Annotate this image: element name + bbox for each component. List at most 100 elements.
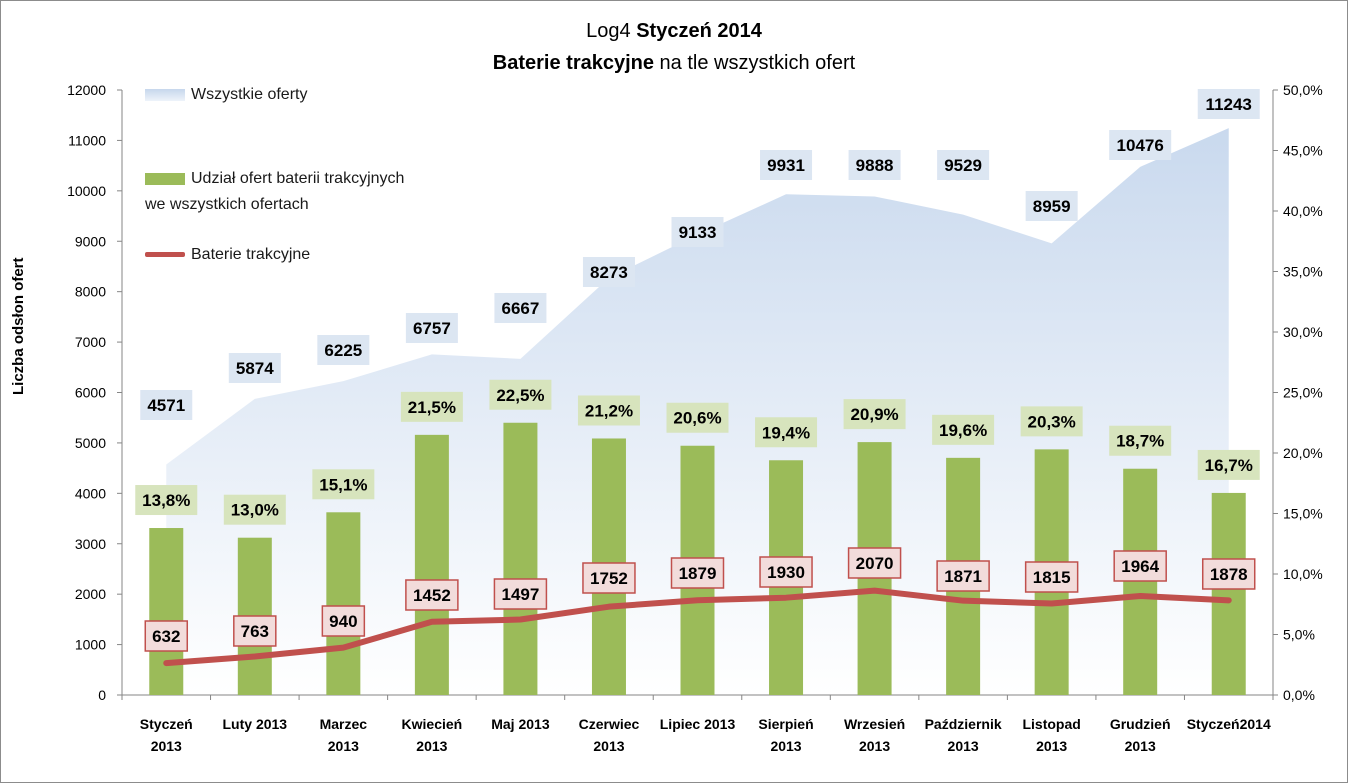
y2-tick-label: 20,0% <box>1283 445 1323 461</box>
subtitle-bold: Baterie trakcyjne <box>492 52 654 74</box>
data-label-bar: 18,7% <box>1116 432 1164 451</box>
subtitle-suffix: na tle wszystkich ofert <box>654 52 856 74</box>
y-tick-label: 1000 <box>75 637 106 653</box>
data-label-line: 1815 <box>1033 568 1071 587</box>
data-label-bar: 22,5% <box>496 386 544 405</box>
data-label-line: 1878 <box>1210 565 1248 584</box>
legend-item-bar: Udział ofert baterii trakcyjnych we wszys… <box>145 166 404 218</box>
legend-label-area: Wszystkie oferty <box>191 86 308 103</box>
data-label-bar: 13,8% <box>142 491 190 510</box>
x-tick-label: 2013 <box>151 738 182 754</box>
y-tick-label: 3000 <box>75 536 106 552</box>
data-label-area: 9931 <box>767 156 805 175</box>
chart-title-line1: Log4 Styczeń 2014 <box>0 20 1348 43</box>
data-label-line: 1879 <box>679 564 717 583</box>
data-label-line-bg <box>321 605 366 637</box>
legend-swatch-line <box>145 252 185 258</box>
data-label-bar: 15,1% <box>319 475 367 494</box>
data-label-area-bg <box>405 313 458 343</box>
x-tick-label: 2013 <box>593 738 624 754</box>
title-bold: Styczeń 2014 <box>636 20 762 42</box>
y2-tick-label: 50,0% <box>1283 82 1323 98</box>
y-tick-label: 10000 <box>67 183 106 199</box>
data-label-bar-bg <box>843 399 906 430</box>
data-label-area: 10476 <box>1117 136 1164 155</box>
data-label-bar-bg <box>223 494 286 525</box>
legend-label-line: Baterie trakcyjne <box>191 246 311 263</box>
data-label-area-bg <box>582 257 635 287</box>
title-prefix: Log4 <box>586 20 637 42</box>
data-label-area-bg <box>1197 89 1260 119</box>
data-label-bar-bg <box>1020 406 1083 437</box>
data-label-area: 8959 <box>1033 197 1071 216</box>
data-label-line-bg <box>233 615 277 647</box>
y2-tick-label: 5,0% <box>1283 627 1315 643</box>
data-label-area: 5874 <box>236 359 274 378</box>
x-tick-label: Lipiec 2013 <box>660 716 736 732</box>
x-tick-label: Grudzień <box>1110 716 1171 732</box>
y2-tick-label: 40,0% <box>1283 203 1323 219</box>
y2-tick-label: 0,0% <box>1283 687 1315 703</box>
data-label-bar-bg <box>932 414 995 445</box>
data-label-area: 4571 <box>147 396 185 415</box>
x-tick-label: Styczeń2014 <box>1187 716 1271 732</box>
x-tick-label: Maj 2013 <box>491 716 550 732</box>
data-label-line: 940 <box>329 612 357 631</box>
data-label-area: 8273 <box>590 263 628 282</box>
data-label-bar-bg <box>666 402 729 433</box>
data-label-line-bg <box>670 557 725 589</box>
data-label-bar: 20,6% <box>673 409 721 428</box>
data-label-line: 1452 <box>413 586 451 605</box>
data-label-line: 763 <box>241 622 269 641</box>
data-label-area: 11243 <box>1206 95 1252 114</box>
x-tick-label: Czerwiec <box>579 716 640 732</box>
y-tick-label: 6000 <box>75 385 106 401</box>
x-tick-label: 2013 <box>948 738 979 754</box>
x-tick-label: 2013 <box>1125 738 1156 754</box>
data-label-line: 1497 <box>502 585 540 604</box>
x-tick-label: Wrzesień <box>844 716 905 732</box>
data-label-area-bg <box>937 150 990 180</box>
data-label-line: 1752 <box>590 569 628 588</box>
y2-tick-label: 15,0% <box>1283 506 1323 522</box>
data-label-area-bg <box>317 335 370 365</box>
data-label-bar-bg <box>755 417 818 448</box>
y-tick-label: 0 <box>98 687 106 703</box>
data-label-area-bg <box>848 150 901 180</box>
y-tick-label: 2000 <box>75 586 106 602</box>
data-label-area-bg <box>1109 130 1172 160</box>
data-label-bar-bg <box>135 485 198 516</box>
x-tick-label: Sierpień <box>758 716 813 732</box>
data-label-area: 9133 <box>679 223 717 242</box>
data-label-bar-bg <box>577 395 640 426</box>
data-label-line-bg <box>144 620 189 652</box>
legend-label-bar-2: we wszystkich ofertach <box>145 196 309 213</box>
data-label-bar-bg <box>400 391 463 422</box>
data-label-line-bg <box>936 560 990 592</box>
bar <box>1123 468 1158 695</box>
data-label-area: 6757 <box>413 319 451 338</box>
data-label-area: 9529 <box>944 156 982 175</box>
data-label-area-bg <box>140 390 193 420</box>
data-label-line-bg <box>1201 558 1256 590</box>
x-tick-label: Styczeń <box>140 716 193 732</box>
y-tick-label: 9000 <box>75 233 106 249</box>
x-tick-label: Październik <box>925 716 1002 732</box>
legend-item-line: Baterie trakcyjne <box>145 246 310 264</box>
chart-title-line2: Baterie trakcyjne na tle wszystkich ofer… <box>0 52 1348 75</box>
data-label-area: 9888 <box>856 156 894 175</box>
y2-tick-label: 25,0% <box>1283 385 1323 401</box>
line-baterie-trakcyjne <box>163 587 1232 667</box>
y2-tick-label: 10,0% <box>1283 566 1323 582</box>
data-label-bar: 20,9% <box>850 405 898 424</box>
x-tick-label: Marzec <box>320 716 368 732</box>
x-tick-label: 2013 <box>416 738 447 754</box>
data-label-bar: 19,4% <box>762 423 810 442</box>
data-label-area-bg <box>1025 191 1078 221</box>
data-label-line-bg <box>493 578 548 610</box>
y-tick-label: 11000 <box>68 132 106 148</box>
legend-item-area: Wszystkie oferty <box>145 86 307 104</box>
bar <box>326 512 361 695</box>
data-label-line: 1930 <box>767 563 805 582</box>
